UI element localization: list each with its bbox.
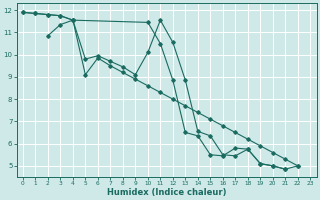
X-axis label: Humidex (Indice chaleur): Humidex (Indice chaleur) [107, 188, 226, 197]
